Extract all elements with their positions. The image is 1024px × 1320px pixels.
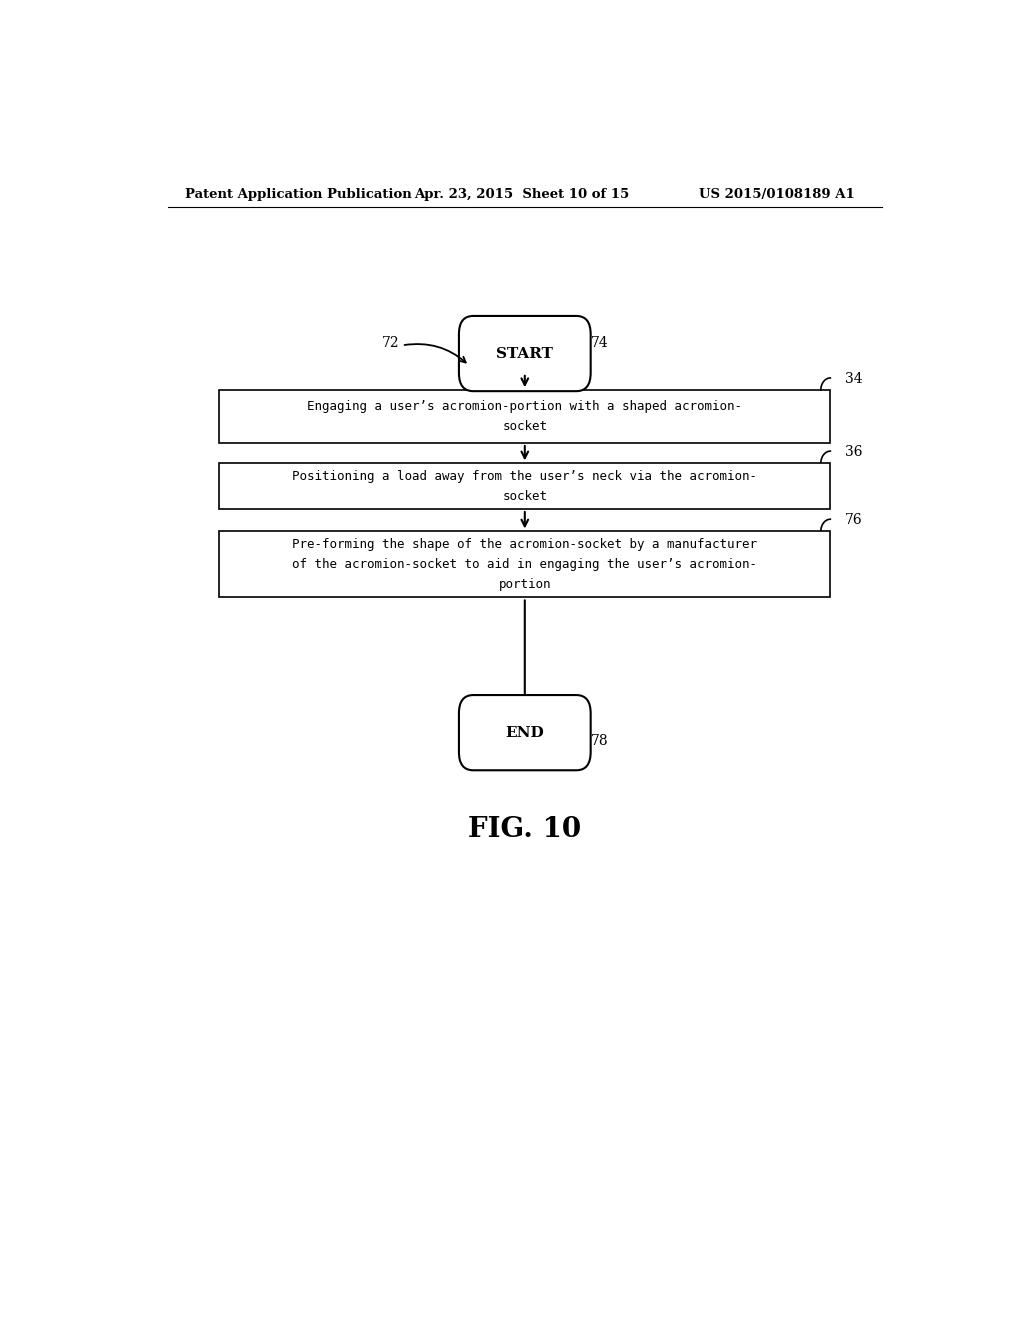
Text: START: START (497, 347, 553, 360)
Text: 36: 36 (845, 445, 862, 459)
FancyBboxPatch shape (459, 315, 591, 391)
Text: 34: 34 (845, 372, 862, 385)
Text: 76: 76 (845, 513, 862, 528)
Text: US 2015/0108189 A1: US 2015/0108189 A1 (699, 189, 855, 202)
Text: 78: 78 (591, 734, 608, 748)
Text: Apr. 23, 2015  Sheet 10 of 15: Apr. 23, 2015 Sheet 10 of 15 (414, 189, 629, 202)
Bar (219, 391, 830, 444)
Text: 74: 74 (591, 337, 608, 350)
Text: Positioning a load away from the user’s neck via the acromion-
socket: Positioning a load away from the user’s … (292, 470, 758, 503)
Text: Pre-forming the shape of the acromion-socket by a manufacturer
of the acromion-s: Pre-forming the shape of the acromion-so… (292, 539, 758, 591)
Text: Engaging a user’s acromion-portion with a shaped acromion-
socket: Engaging a user’s acromion-portion with … (307, 400, 742, 433)
FancyBboxPatch shape (459, 696, 591, 771)
Text: 72: 72 (382, 337, 399, 350)
Text: FIG. 10: FIG. 10 (468, 816, 582, 842)
Text: Patent Application Publication: Patent Application Publication (185, 189, 412, 202)
Text: END: END (506, 726, 544, 739)
Bar (219, 463, 830, 510)
Bar (219, 532, 830, 598)
